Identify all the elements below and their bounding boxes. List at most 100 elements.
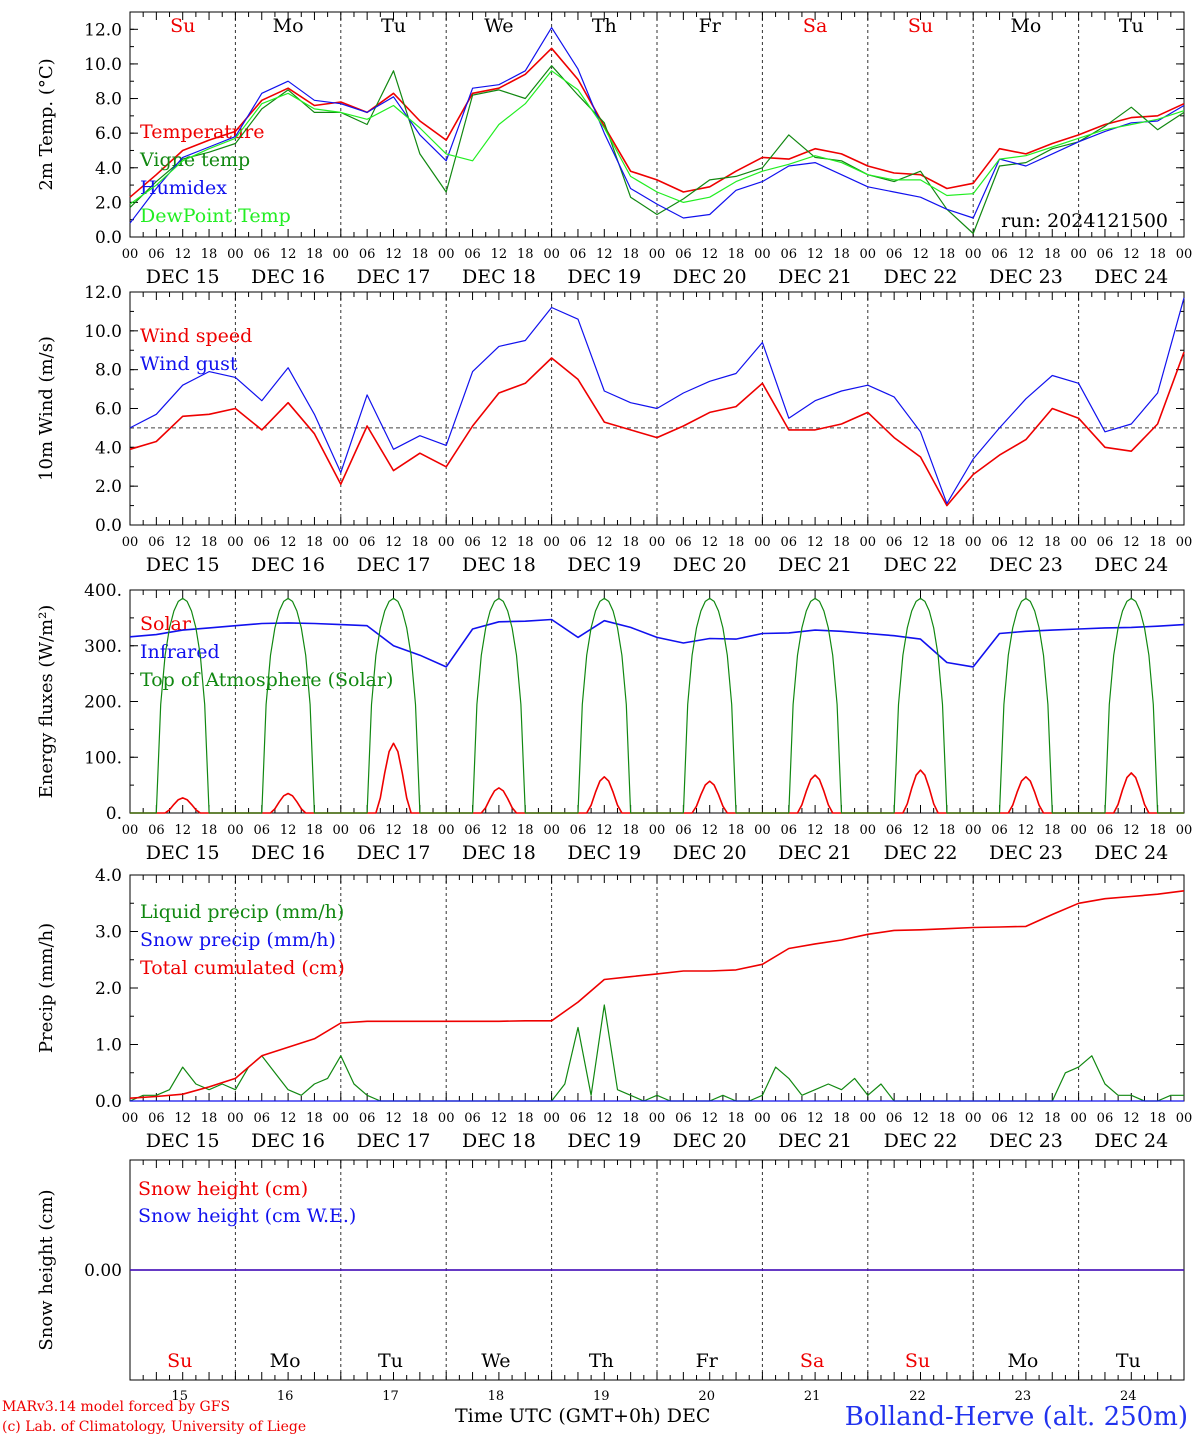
legend-entry: Snow precip (mm/h) <box>140 929 336 951</box>
hour-tick-label: 12 <box>807 535 824 550</box>
hour-tick-label: 06 <box>675 535 692 550</box>
hour-tick-label: 12 <box>1018 823 1035 838</box>
y-tick-label: 300. <box>84 637 122 657</box>
weekday-label: Tu <box>378 1350 403 1372</box>
hour-tick-label: 06 <box>991 535 1008 550</box>
weekday-label: Mo <box>270 1350 301 1372</box>
hour-tick-label: 18 <box>833 247 850 262</box>
legend-entry: Liquid precip (mm/h) <box>140 901 344 923</box>
weekday-label: Sa <box>803 15 827 37</box>
date-label: DEC 18 <box>462 266 536 288</box>
hour-tick-label: 18 <box>201 823 218 838</box>
hour-tick-label: 18 <box>1044 535 1061 550</box>
hour-tick-label: 12 <box>912 823 929 838</box>
hour-tick-label: 18 <box>306 535 323 550</box>
date-label: DEC 21 <box>778 842 852 864</box>
weekday-label: Tu <box>1116 1350 1141 1372</box>
series-line-temperature <box>129 47 1185 198</box>
legend-entry: Humidex <box>140 177 227 199</box>
hour-tick-label: 12 <box>1018 1111 1035 1126</box>
hour-tick-label: 12 <box>807 1111 824 1126</box>
series-line-infrared <box>129 618 1185 668</box>
hour-tick-label: 06 <box>780 1111 797 1126</box>
hour-tick-label: 00 <box>122 535 139 550</box>
date-label: DEC 18 <box>462 842 536 864</box>
hour-tick-label: 06 <box>1097 247 1114 262</box>
hour-tick-label: 18 <box>728 823 745 838</box>
y-tick-label: 1.0 <box>95 1036 122 1056</box>
hour-tick-label: 12 <box>385 247 402 262</box>
weekday-label: We <box>481 1350 510 1372</box>
date-label: DEC 16 <box>251 554 325 576</box>
legend-entry: Wind gust <box>140 353 238 375</box>
weekday-label: Su <box>170 15 195 37</box>
weekday-label: Fr <box>696 1350 719 1372</box>
hour-tick-label: 00 <box>1176 535 1193 550</box>
y-tick-label: 6.0 <box>95 400 122 420</box>
date-label: DEC 20 <box>673 1130 747 1152</box>
legend-entry: Solar <box>140 613 192 635</box>
series-line-dewpoint-temp <box>129 70 1185 205</box>
hour-tick-label: 12 <box>491 1111 508 1126</box>
hour-tick-label: 06 <box>148 247 165 262</box>
date-label: DEC 16 <box>251 1130 325 1152</box>
hour-tick-label: 06 <box>780 535 797 550</box>
day-number: 19 <box>593 1389 610 1404</box>
hour-tick-label: 12 <box>491 823 508 838</box>
y-tick-label: 0.0 <box>95 1092 122 1112</box>
y-tick-label: 100. <box>84 748 122 768</box>
date-label: DEC 23 <box>989 842 1063 864</box>
hour-tick-label: 00 <box>860 823 877 838</box>
weekday-label: Tu <box>1119 15 1144 37</box>
hour-tick-label: 12 <box>701 1111 718 1126</box>
date-label: DEC 21 <box>778 1130 852 1152</box>
run-label: run: 2024121500 <box>1001 210 1168 232</box>
hour-tick-label: 18 <box>1149 823 1166 838</box>
hour-tick-label: 12 <box>280 247 297 262</box>
hour-tick-label: 06 <box>991 823 1008 838</box>
hour-tick-label: 12 <box>596 823 613 838</box>
hour-tick-label: 18 <box>939 823 956 838</box>
date-label: DEC 18 <box>462 554 536 576</box>
date-label: DEC 16 <box>251 266 325 288</box>
hour-tick-label: 06 <box>253 535 270 550</box>
hour-tick-label: 18 <box>1044 247 1061 262</box>
y-axis-label: Snow height (cm) <box>36 1189 57 1350</box>
hour-tick-label: 06 <box>359 823 376 838</box>
hour-tick-label: 06 <box>148 535 165 550</box>
hour-tick-label: 06 <box>675 823 692 838</box>
hour-tick-label: 18 <box>1149 535 1166 550</box>
hour-tick-label: 12 <box>174 247 191 262</box>
y-tick-label: 10.0 <box>84 55 122 75</box>
series-line-wind-speed <box>129 351 1185 507</box>
hour-tick-label: 12 <box>596 247 613 262</box>
hour-tick-label: 18 <box>517 535 534 550</box>
hour-tick-label: 12 <box>1123 1111 1140 1126</box>
hour-tick-label: 06 <box>1097 535 1114 550</box>
hour-tick-label: 00 <box>1070 1111 1087 1126</box>
hour-tick-label: 06 <box>991 247 1008 262</box>
y-tick-label: 0. <box>106 804 122 824</box>
x-axis-title: Time UTC (GMT+0h) DEC <box>455 1405 711 1427</box>
hour-tick-label: 00 <box>122 823 139 838</box>
y-tick-label: 4.0 <box>95 159 122 179</box>
y-tick-label: 200. <box>84 693 122 713</box>
hour-tick-label: 12 <box>280 1111 297 1126</box>
y-tick-label: 0.0 <box>95 228 122 248</box>
day-number: 20 <box>698 1389 715 1404</box>
hour-tick-label: 18 <box>306 823 323 838</box>
day-number: 17 <box>382 1389 399 1404</box>
hour-tick-label: 06 <box>886 1111 903 1126</box>
hour-tick-label: 12 <box>596 535 613 550</box>
hour-tick-label: 00 <box>965 535 982 550</box>
hour-tick-label: 06 <box>886 535 903 550</box>
hour-tick-label: 00 <box>227 247 244 262</box>
hour-tick-label: 06 <box>359 247 376 262</box>
hour-tick-label: 00 <box>754 247 771 262</box>
hour-tick-label: 18 <box>1149 1111 1166 1126</box>
hour-tick-label: 12 <box>912 247 929 262</box>
hour-tick-label: 18 <box>728 247 745 262</box>
date-label: DEC 21 <box>778 266 852 288</box>
legend-entry: DewPoint Temp <box>140 205 291 227</box>
hour-tick-label: 06 <box>886 247 903 262</box>
